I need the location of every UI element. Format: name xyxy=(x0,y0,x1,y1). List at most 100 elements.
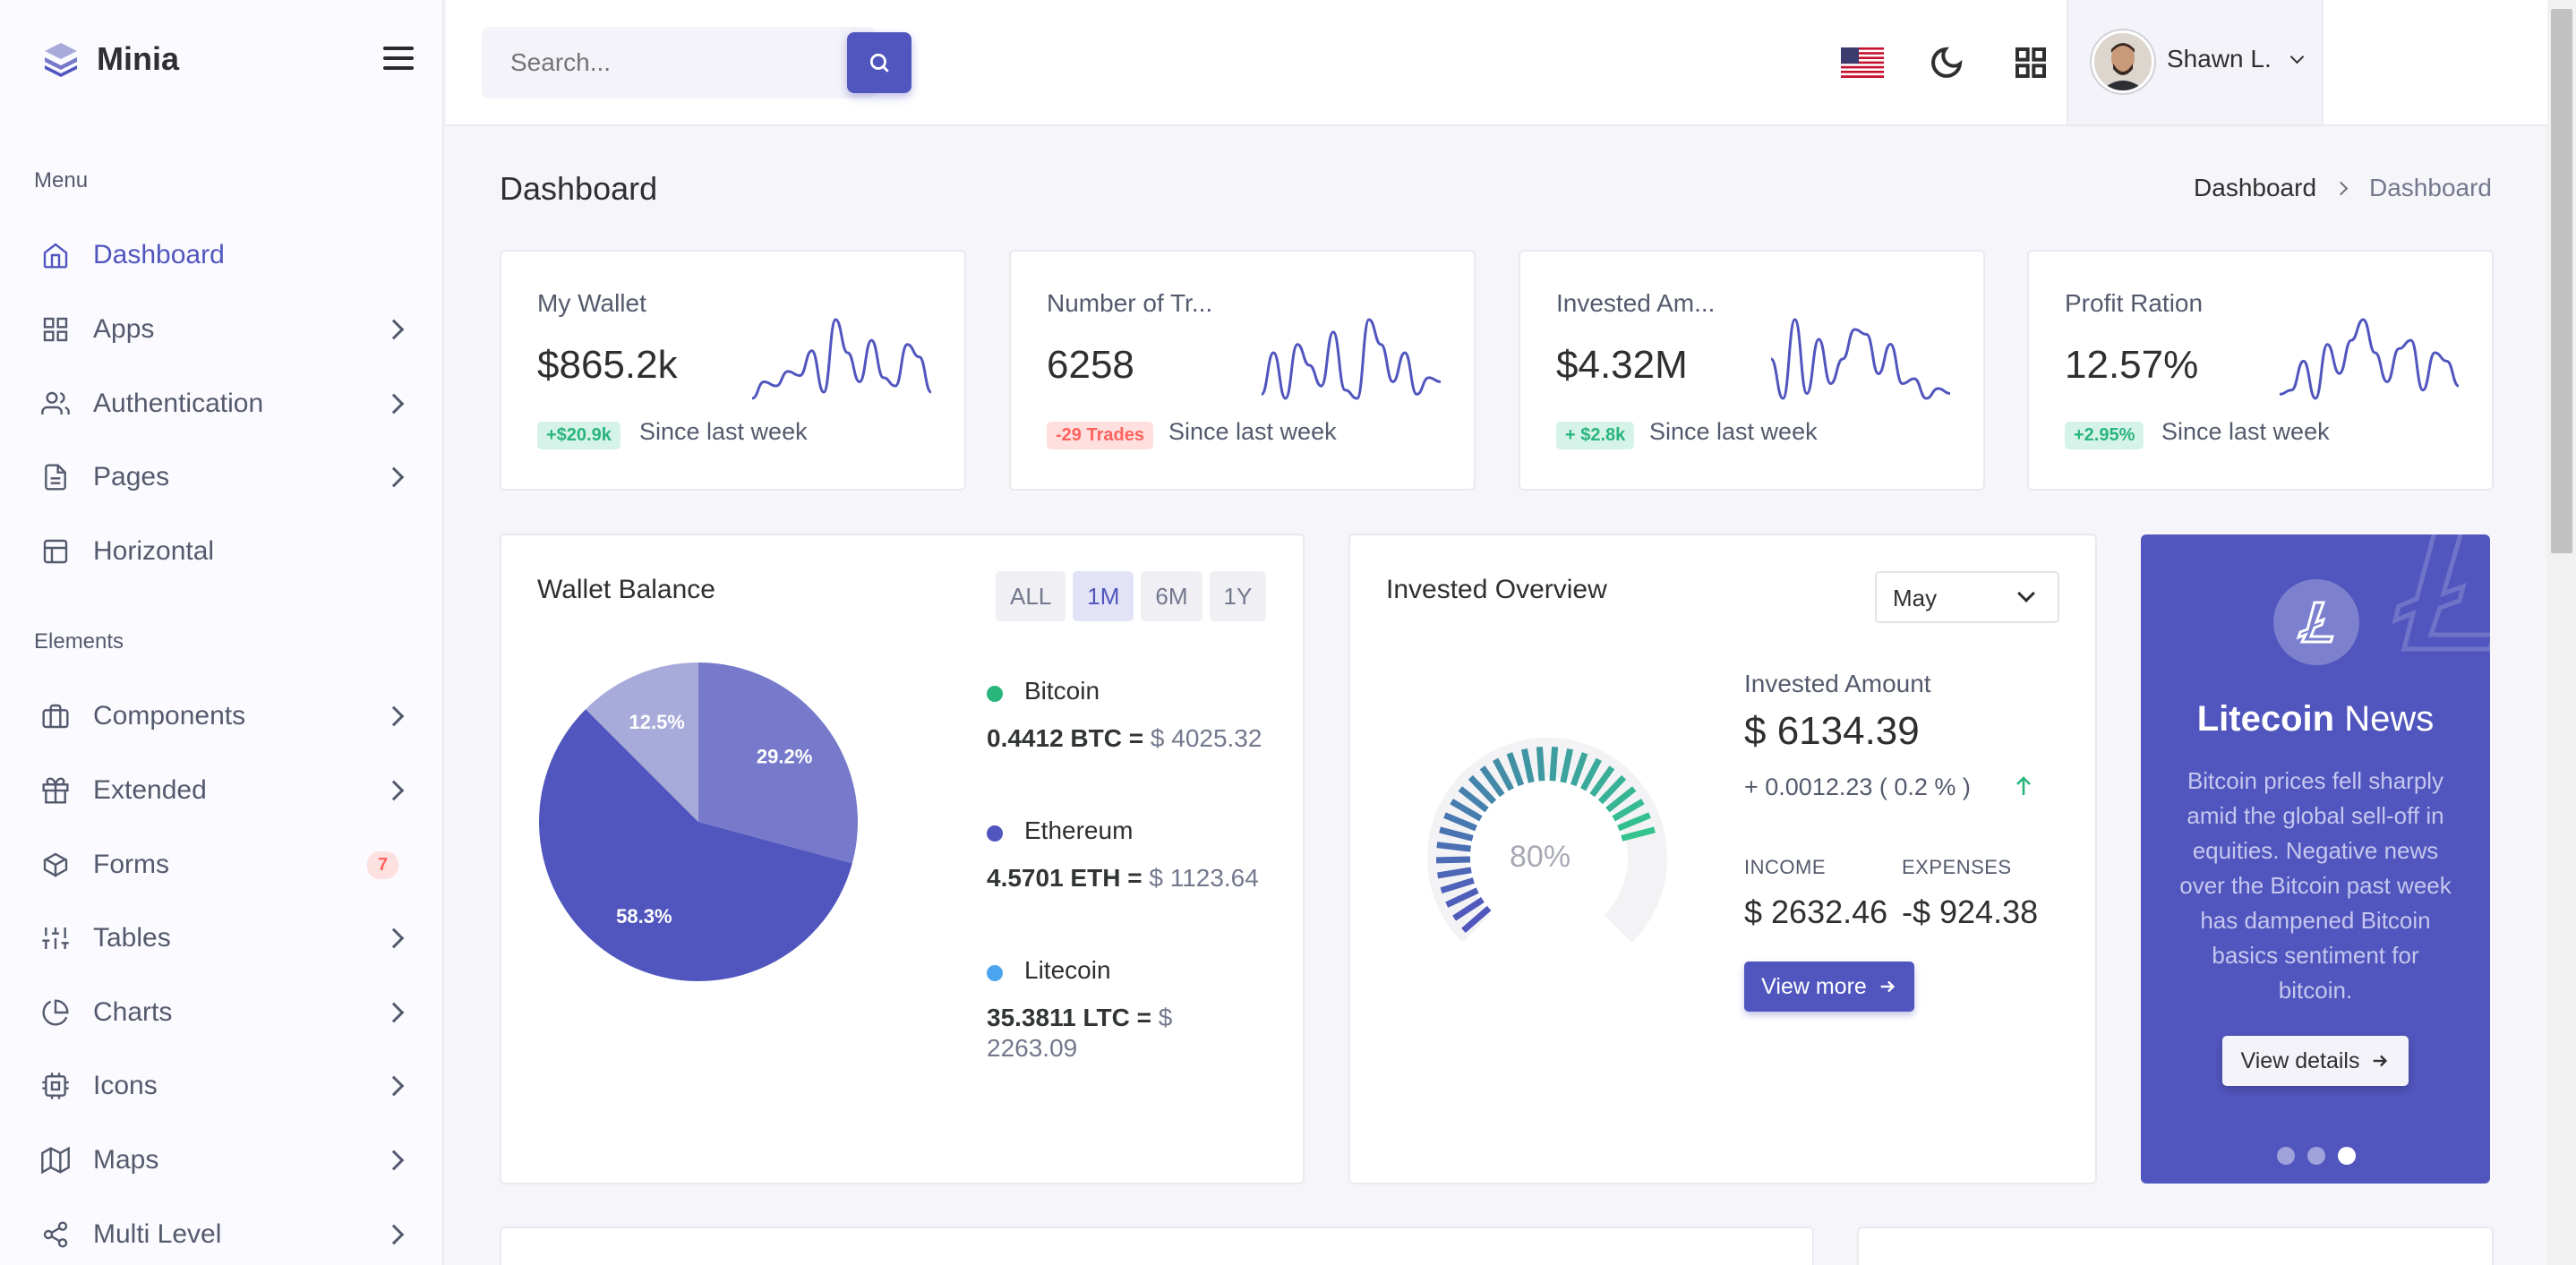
sidebar-item-charts[interactable]: Charts xyxy=(0,981,442,1044)
litecoin-icon xyxy=(2273,579,2359,665)
coin-usd: $ 1123.64 xyxy=(1149,864,1259,892)
carousel-dot[interactable] xyxy=(2277,1147,2295,1165)
income-label: INCOME xyxy=(1744,856,1826,878)
sidebar-item-horizontal[interactable]: Horizontal xyxy=(0,520,442,583)
month-select-value: May xyxy=(1893,585,1938,611)
scrollbar-thumb[interactable] xyxy=(2551,9,2572,553)
stat-label: My Wallet xyxy=(537,289,646,317)
sidebar-item-label: Icons xyxy=(93,1071,158,1100)
carousel-dot[interactable] xyxy=(2307,1147,2325,1165)
box-icon xyxy=(39,849,72,881)
topbar: 5 Shawn L. xyxy=(446,0,2547,126)
arrow-right-icon xyxy=(2374,1055,2388,1067)
users-icon xyxy=(39,388,72,420)
view-details-button[interactable]: View details xyxy=(2222,1036,2409,1086)
gauge-tick xyxy=(1461,905,1492,934)
logo-icon xyxy=(45,43,77,77)
pie-slice-label: 29.2% xyxy=(757,745,812,767)
coin-amount: 4.5701 ETH = xyxy=(987,864,1143,892)
period-1y-button[interactable]: 1Y xyxy=(1209,571,1267,621)
sidebar-item-label: Authentication xyxy=(93,389,264,418)
sidebar-item-multi-level[interactable]: Multi Level xyxy=(0,1203,442,1265)
pie-slice-ethereum[interactable] xyxy=(539,709,852,981)
invested-amount: $ 6134.39 xyxy=(1744,709,1920,753)
sidebar-item-label: Apps xyxy=(93,314,155,344)
sidebar-item-dashboard[interactable]: Dashboard xyxy=(0,224,442,286)
chevron-right-icon xyxy=(383,927,405,949)
gauge-tick xyxy=(1621,826,1656,842)
legend-value: 35.3811 LTC = $ 2263.09 xyxy=(987,1003,1193,1064)
us-flag-icon[interactable] xyxy=(1841,41,1884,84)
carousel-dot-active[interactable] xyxy=(2338,1147,2356,1165)
gauge-tick xyxy=(1506,752,1525,787)
search-icon xyxy=(869,53,889,73)
sidebar-item-components[interactable]: Components xyxy=(0,685,442,748)
news-text: Bitcoin prices fell sharply amid the glo… xyxy=(2179,767,2452,1004)
user-menu[interactable]: Shawn L. xyxy=(2067,0,2324,124)
gift-icon xyxy=(39,774,72,807)
sidebar-item-apps[interactable]: Apps xyxy=(0,298,442,361)
gauge-tick xyxy=(1479,765,1505,798)
gauge-tick xyxy=(1605,786,1637,813)
sidebar-item-label: Dashboard xyxy=(93,240,225,269)
search-button[interactable] xyxy=(847,32,911,93)
litecoin-watermark-icon xyxy=(2392,534,2490,652)
sparkline-chart xyxy=(2280,318,2459,400)
map-icon xyxy=(39,1144,72,1176)
stat-card-invested: Invested Am... $4.32M + $2.8k Since last… xyxy=(1519,250,1985,491)
sidebar-item-label: Charts xyxy=(93,997,173,1027)
home-icon xyxy=(39,239,72,271)
gauge-value: 80% xyxy=(1510,840,1571,874)
stat-since-text: Since last week xyxy=(639,418,808,445)
card-title: Wallet Balance xyxy=(537,575,715,604)
period-all-button[interactable]: ALL xyxy=(996,571,1066,621)
forms-count-badge: 7 xyxy=(367,850,399,879)
pie-slice-litecoin[interactable] xyxy=(586,662,698,822)
income-value: $ 2632.46 xyxy=(1744,893,1888,930)
chevron-right-icon xyxy=(383,319,405,340)
gauge-tick xyxy=(1520,748,1535,783)
period-1m-button[interactable]: 1M xyxy=(1073,571,1134,621)
sidebar-item-label: Multi Level xyxy=(93,1219,222,1249)
file-text-icon xyxy=(39,461,72,493)
chevron-right-icon xyxy=(383,1002,405,1023)
search-input[interactable] xyxy=(482,27,804,98)
sidebar-item-pages[interactable]: Pages xyxy=(0,446,442,509)
sidebar-item-tables[interactable]: Tables xyxy=(0,907,442,970)
sliders-icon xyxy=(39,922,72,954)
sidebar-item-authentication[interactable]: Authentication xyxy=(0,372,442,435)
sidebar-item-label: Extended xyxy=(93,775,207,805)
month-select[interactable]: May xyxy=(1875,571,2059,623)
user-name: Shawn L. xyxy=(2167,45,2272,73)
arrow-up-icon xyxy=(2016,776,2031,795)
sparkline-chart xyxy=(1771,318,1950,400)
pie-slice-bitcoin[interactable] xyxy=(698,662,858,864)
brand-logo[interactable]: Minia xyxy=(41,39,179,79)
breadcrumb-link[interactable]: Dashboard xyxy=(2194,174,2317,201)
stat-card-profit: Profit Ration 12.57% +2.95% Since last w… xyxy=(2027,250,2494,491)
legend-name: Ethereum xyxy=(1024,816,1134,844)
menu-toggle-icon[interactable] xyxy=(383,47,414,73)
period-filter: ALL 1M 6M 1Y xyxy=(996,571,1273,621)
scrollbar[interactable] xyxy=(2547,0,2576,1265)
legend-dot-ethereum xyxy=(987,825,1003,842)
stat-since-text: Since last week xyxy=(1649,418,1818,445)
sidebar-item-forms[interactable]: Forms 7 xyxy=(0,833,442,896)
stat-change-badge: -29 Trades xyxy=(1047,422,1153,449)
period-6m-button[interactable]: 6M xyxy=(1141,571,1202,621)
sidebar-item-icons[interactable]: Icons xyxy=(0,1055,442,1117)
legend-dot-litecoin xyxy=(987,965,1003,981)
coin-usd: $ 4025.32 xyxy=(1150,724,1262,752)
gauge-tick xyxy=(1452,897,1485,921)
flag-image xyxy=(1841,47,1884,78)
avatar xyxy=(2092,30,2154,93)
gauge-tick xyxy=(1612,799,1645,822)
legend-name: Litecoin xyxy=(1024,956,1111,984)
stat-since-text: Since last week xyxy=(1168,418,1337,445)
view-more-button[interactable]: View more xyxy=(1744,962,1914,1012)
sidebar-item-maps[interactable]: Maps xyxy=(0,1129,442,1192)
elements-section-title: Elements xyxy=(34,629,124,654)
moon-icon[interactable] xyxy=(1925,41,1968,84)
sidebar-item-extended[interactable]: Extended xyxy=(0,759,442,822)
apps-grid-icon[interactable] xyxy=(2009,41,2052,84)
